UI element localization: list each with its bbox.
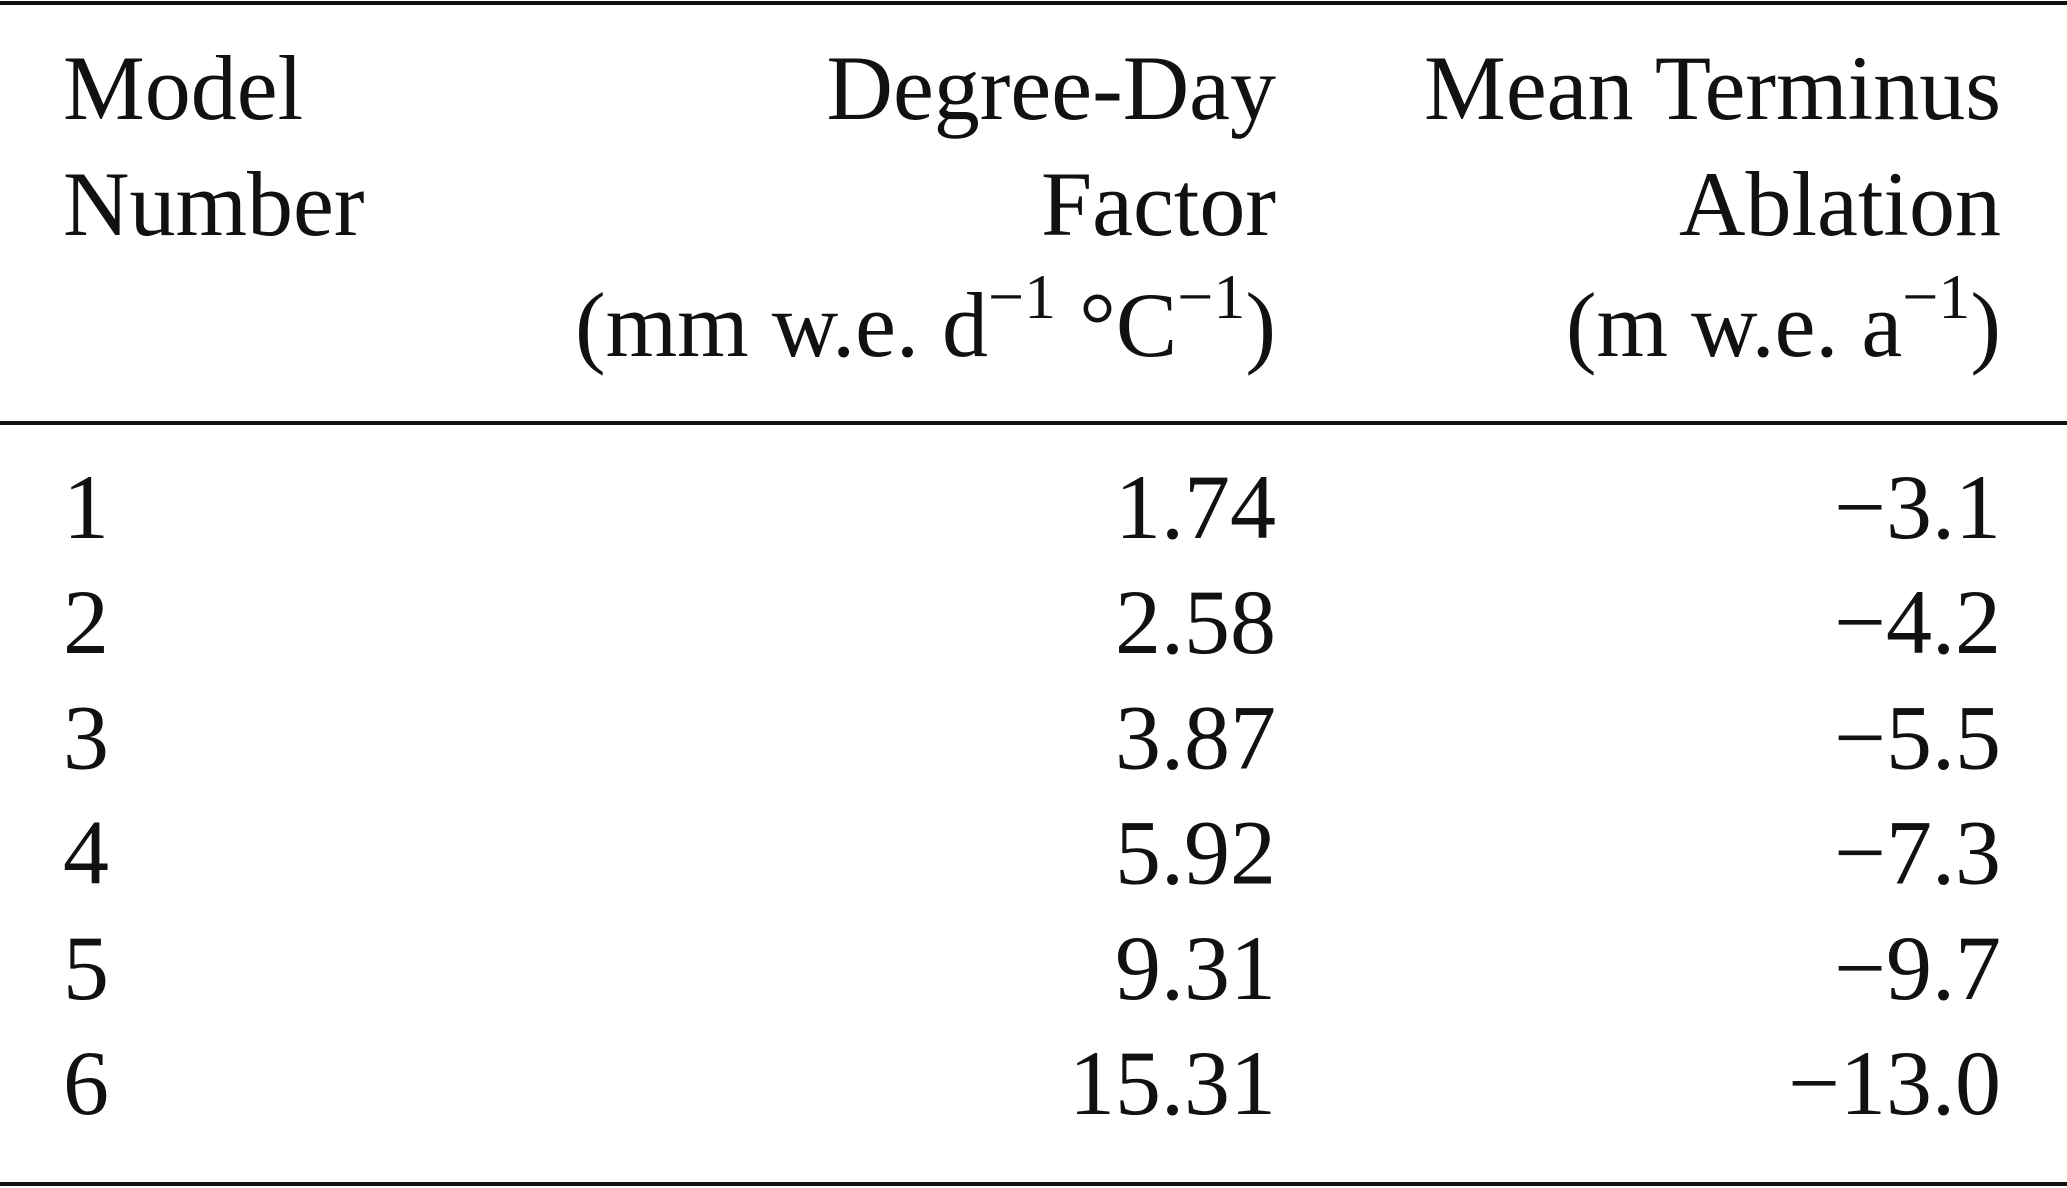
cell: 1.74 — [1115, 456, 1276, 558]
unit-text: ) — [1970, 274, 2001, 376]
cell: 3 — [63, 686, 109, 788]
cell: 4 — [63, 802, 109, 904]
cell: 6 — [63, 1032, 109, 1134]
header-text: Model — [63, 37, 303, 139]
cell: −13.0 — [1788, 1032, 2001, 1134]
cell: −5.5 — [1834, 686, 2001, 788]
header-text: Ablation — [1679, 153, 2001, 255]
unit-superscript: −1 — [1177, 261, 1245, 332]
cell: 9.31 — [1115, 917, 1276, 1019]
header-unit: (mm w.e. d−1 °C−1) — [575, 261, 1276, 376]
header-text: Degree-Day — [827, 37, 1277, 139]
cell: −3.1 — [1834, 456, 2001, 558]
cell: −4.2 — [1834, 571, 2001, 673]
cell: 3.87 — [1115, 686, 1276, 788]
unit-text: °C — [1056, 274, 1177, 376]
header-unit: (m w.e. a−1) — [1566, 261, 2001, 376]
unit-superscript: −1 — [1902, 261, 1970, 332]
header-text: Number — [63, 153, 364, 255]
unit-text: ) — [1245, 274, 1276, 376]
cell: 5.92 — [1115, 802, 1276, 904]
header-text: Factor — [1041, 153, 1276, 255]
unit-text: (m w.e. a — [1566, 274, 1902, 376]
cell: −7.3 — [1834, 802, 2001, 904]
cell: 15.31 — [1069, 1032, 1276, 1134]
cell: 2 — [63, 571, 109, 673]
unit-superscript: −1 — [988, 261, 1056, 332]
header-text: Mean Terminus — [1424, 37, 2001, 139]
unit-text: (mm w.e. d — [575, 274, 988, 376]
cell: 5 — [63, 917, 109, 1019]
cell: 1 — [63, 456, 109, 558]
cell: −9.7 — [1834, 917, 2001, 1019]
cell: 2.58 — [1115, 571, 1276, 673]
